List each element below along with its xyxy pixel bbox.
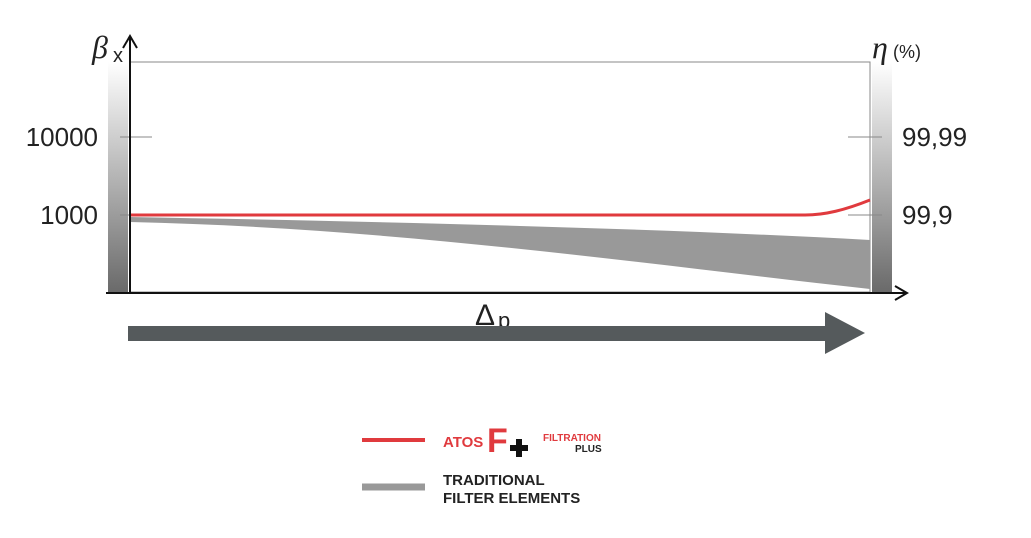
traditional-band [130, 217, 870, 289]
right-tick-label: 99,9 [902, 200, 953, 230]
eta: η [872, 29, 888, 65]
y-arrow [122, 34, 138, 49]
right-tick-label: 99,99 [902, 122, 967, 152]
eta-unit: (%) [893, 42, 921, 62]
beta-sub: x [113, 45, 123, 67]
legend-atos-brand: ATOS [443, 434, 483, 451]
x-arrow [894, 285, 909, 301]
legend-traditional-line2: FILTER ELEMENTS [443, 490, 580, 507]
legend-atos-line2: PLUS [575, 444, 602, 455]
right-gradient [872, 62, 892, 292]
delta: Δ [475, 299, 495, 332]
left-gradient [108, 62, 128, 292]
left-tick-label: 1000 [40, 200, 98, 230]
logo-plus [510, 439, 528, 457]
legend-traditional-line1: TRADITIONAL [443, 472, 545, 489]
atos-line [130, 198, 871, 217]
legend-atos-logo: F [487, 422, 508, 460]
beta: β [91, 29, 108, 65]
left-tick-label: 10000 [26, 122, 98, 152]
direction-arrow [128, 312, 865, 354]
legend-atos-line1: FILTRATION [543, 433, 601, 444]
